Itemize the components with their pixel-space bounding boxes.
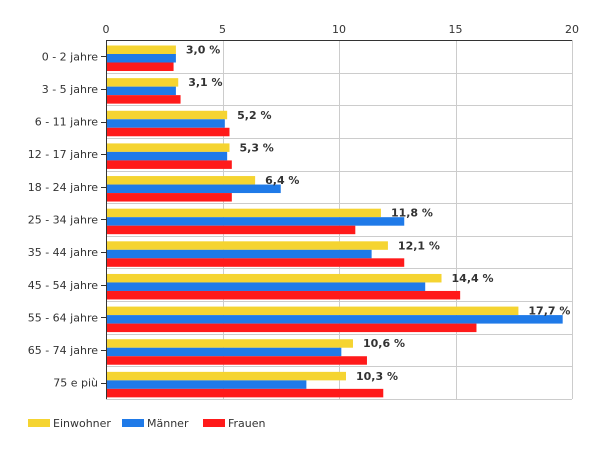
bar-einwohner [106, 208, 381, 218]
legend-swatch [28, 419, 50, 427]
bar-mnner [106, 54, 176, 63]
data-label: 14,4 % [452, 272, 494, 285]
data-label: 17,7 % [528, 305, 570, 318]
bar-mnner [106, 282, 426, 291]
axes [101, 40, 572, 399]
bar-frauen [106, 356, 367, 365]
bar-einwohner [106, 371, 346, 381]
bar-mnner [106, 151, 228, 161]
bar-mnner [106, 184, 281, 194]
data-labels: 3,0 % 3,1 % 5,2 % 5,3 % 6,4 % 11,8 % 12,1 % 14,… [186, 44, 571, 383]
bar-einwohner [106, 176, 256, 185]
x-axis-ticks: 0 5 10 15 20 [103, 23, 580, 36]
bar-frauen [106, 225, 356, 235]
bar-mnner [106, 217, 405, 226]
bar-frauen [106, 160, 232, 169]
category-label: 35 - 44 jahre [28, 246, 99, 259]
bar-einwohner [106, 306, 519, 316]
x-tick-label: 20 [565, 23, 579, 36]
data-label: 5,2 % [237, 109, 271, 122]
data-label: 10,6 % [363, 337, 405, 350]
category-label: 75 e più [53, 377, 98, 390]
data-label: 11,8 % [391, 207, 433, 220]
bar-mnner [106, 249, 372, 259]
bar-einwohner [106, 273, 442, 283]
data-label: 10,3 % [356, 370, 398, 383]
bar-einwohner [106, 241, 388, 250]
category-label: 0 - 2 jahre [42, 50, 99, 63]
legend-label: Frauen [228, 417, 266, 430]
bar-einwohner [106, 45, 176, 54]
bars [106, 45, 563, 398]
bar-frauen [106, 95, 181, 104]
bar-frauen [106, 290, 461, 300]
bar-mnner [106, 119, 225, 128]
category-label: 18 - 24 jahre [28, 181, 99, 194]
legend-swatch [203, 419, 225, 427]
data-label: 5,3 % [239, 141, 273, 154]
category-label: 12 - 17 jahre [28, 148, 99, 161]
x-tick-label: 0 [103, 23, 110, 36]
bar-einwohner [106, 110, 228, 120]
legend-label: Einwohner [53, 417, 111, 430]
legend-swatch [122, 419, 144, 427]
bar-einwohner [106, 78, 179, 87]
category-labels: 0 - 2 jahre 3 - 5 jahre 6 - 11 jahre 12 - 1… [28, 50, 99, 389]
bar-frauen [106, 127, 230, 137]
x-tick-label: 10 [332, 23, 346, 36]
data-label: 12,1 % [398, 239, 440, 252]
legend-label: Männer [147, 417, 189, 430]
bar-mnner [106, 347, 342, 357]
category-label: 65 - 74 jahre [28, 344, 99, 357]
bar-frauen [106, 193, 232, 202]
category-label: 3 - 5 jahre [42, 83, 99, 96]
bar-mnner [106, 315, 563, 324]
data-label: 6,4 % [265, 174, 299, 187]
category-label: 6 - 11 jahre [35, 116, 99, 129]
x-tick-label: 5 [219, 23, 226, 36]
data-label: 3,0 % [186, 44, 220, 57]
category-label: 45 - 54 jahre [28, 279, 99, 292]
category-label: 55 - 64 jahre [28, 311, 99, 324]
bar-mnner [106, 86, 176, 96]
bar-frauen [106, 323, 477, 333]
bar-einwohner [106, 339, 353, 348]
category-label: 25 - 34 jahre [28, 214, 99, 227]
data-label: 3,1 % [188, 76, 222, 89]
bar-einwohner [106, 143, 230, 152]
bar-frauen [106, 62, 174, 71]
legend: Einwohner Männer Frauen [28, 417, 266, 430]
bar-mnner [106, 380, 307, 389]
x-tick-label: 15 [449, 23, 463, 36]
bar-frauen [106, 388, 384, 398]
bar-frauen [106, 258, 405, 267]
